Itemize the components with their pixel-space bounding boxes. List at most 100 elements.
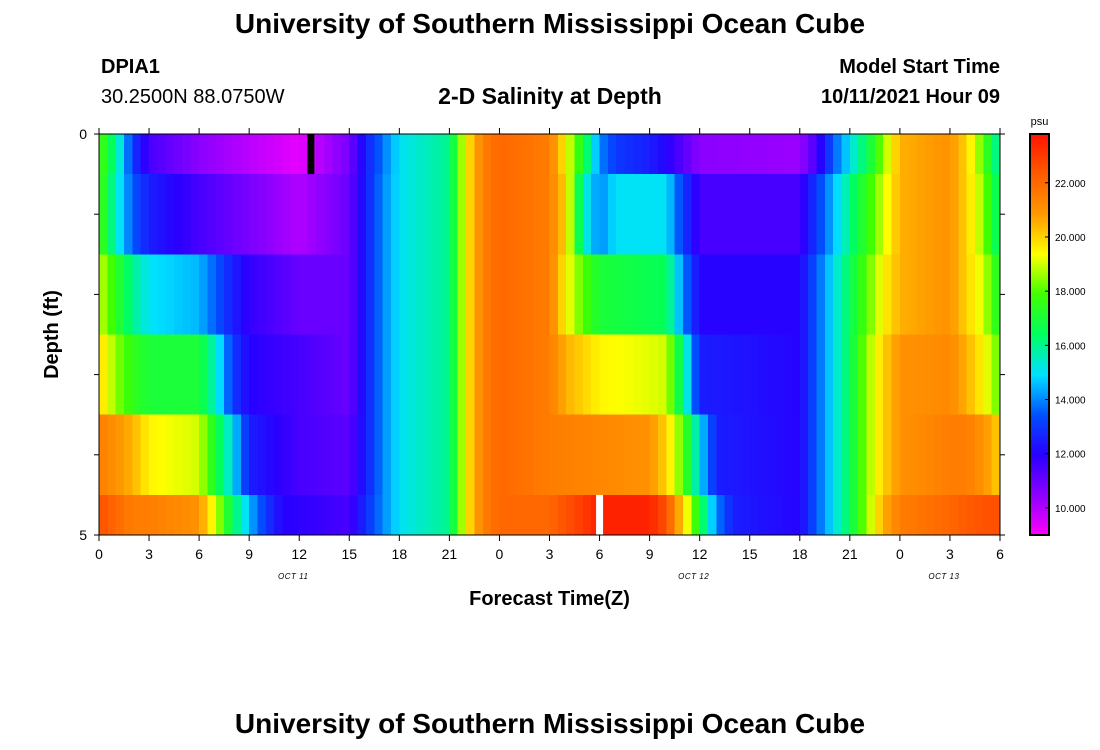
heatmap-cell [432, 134, 442, 175]
heatmap-cell [516, 134, 526, 175]
heatmap-cell [357, 174, 367, 255]
heatmap-cell [207, 414, 217, 496]
heatmap-cell [290, 134, 300, 175]
heatmap-cell [891, 174, 901, 255]
heatmap-cell [165, 174, 175, 255]
heatmap-cell [99, 254, 108, 335]
heatmap-cell [908, 254, 918, 335]
colorbar-tick-label: 18.000 [1055, 287, 1086, 298]
heatmap-cell [491, 334, 501, 416]
heatmap-cell [174, 134, 184, 175]
data-marker [596, 494, 604, 535]
heatmap-cell [708, 134, 717, 175]
heatmap-cell [449, 174, 459, 255]
heatmap-cell [624, 334, 634, 416]
heatmap-cell [157, 134, 167, 175]
heatmap-cell [190, 134, 200, 175]
heatmap-cell [491, 414, 501, 496]
heatmap-cell [315, 414, 325, 496]
heatmap-cell [774, 334, 784, 416]
heatmap-cell [833, 334, 843, 416]
heatmap-cell [841, 334, 851, 416]
heatmap-cell [733, 174, 742, 255]
footer-title: University of Southern Mississippi Ocean… [234, 708, 866, 739]
heatmap-cell [624, 134, 634, 175]
heatmap-cell [649, 134, 659, 175]
heatmap-cell [724, 414, 734, 496]
heatmap-cell [874, 134, 884, 175]
heatmap-cell [833, 414, 843, 496]
heatmap-cell [224, 334, 234, 416]
heatmap-cell [799, 134, 809, 175]
heatmap-cell [641, 414, 651, 496]
heatmap-cell [107, 134, 117, 175]
heatmap-cell [874, 494, 884, 536]
heatmap-cell [791, 254, 801, 335]
heatmap-cell [849, 414, 859, 496]
heatmap-cell [215, 414, 225, 496]
heatmap-cell [482, 494, 492, 536]
heatmap-cell [190, 254, 200, 335]
colorbar-tick-label: 22.000 [1055, 179, 1086, 190]
heatmap-cell [791, 494, 801, 536]
heatmap-cell [891, 334, 901, 416]
heatmap-cell [124, 334, 133, 416]
heatmap-cell [449, 254, 459, 335]
colorbar-tick-label: 12.000 [1055, 450, 1086, 461]
heatmap-cell [899, 334, 909, 416]
heatmap-cell [457, 174, 467, 255]
heatmap-cell [249, 254, 259, 335]
heatmap-cell [315, 254, 325, 335]
heatmap-cell [916, 254, 926, 335]
heatmap-cell [532, 414, 542, 496]
heatmap-cell [632, 254, 642, 335]
heatmap-cell [507, 414, 517, 496]
heatmap-cell [799, 494, 809, 536]
heatmap-cell [858, 414, 868, 496]
heatmap-cell [349, 254, 359, 335]
heatmap-cell [215, 254, 225, 335]
x-tick-label: 12 [692, 546, 708, 562]
heatmap-cell [874, 254, 884, 335]
heatmap-cell [891, 494, 901, 536]
heatmap-cell [357, 494, 367, 536]
heatmap-cell [841, 254, 851, 335]
heatmap-cell [324, 494, 334, 536]
heatmap-cell [224, 414, 234, 496]
heatmap-cell [682, 414, 692, 496]
heatmap-cell [499, 134, 509, 175]
heatmap-cell [532, 134, 542, 175]
heatmap-cell [841, 494, 851, 536]
heatmap-cell [933, 254, 943, 335]
date-label: OCT 12 [678, 572, 709, 581]
heatmap-cell [124, 414, 133, 496]
heatmap-cell [474, 254, 484, 335]
heatmap-cell [466, 174, 476, 255]
heatmap-cell [149, 334, 158, 416]
heatmap-cell [99, 494, 108, 536]
heatmap-cell [382, 414, 392, 496]
heatmap-cell [649, 334, 659, 416]
heatmap-cell [524, 494, 534, 536]
heatmap-cell [365, 334, 375, 416]
heatmap-cell [908, 414, 918, 496]
heatmap-cell [949, 174, 959, 255]
heatmap-cell [232, 134, 242, 175]
heatmap-cell [924, 134, 934, 175]
heatmap-cell [808, 334, 818, 416]
heatmap-cell [399, 334, 409, 416]
heatmap-cell [174, 494, 184, 536]
heatmap-cell [599, 334, 609, 416]
heatmap-cell [115, 134, 125, 175]
heatmap-cell [866, 174, 876, 255]
heatmap-cell [282, 174, 292, 255]
heatmap-cell [282, 334, 292, 416]
heatmap-cell [657, 174, 667, 255]
heatmap-cell [974, 414, 984, 496]
heatmap-cell [749, 134, 759, 175]
heatmap-cell [524, 134, 534, 175]
heatmap-cell [124, 134, 133, 175]
heatmap-cell [182, 414, 192, 496]
heatmap-cell [99, 414, 108, 496]
heatmap-cell [916, 414, 926, 496]
